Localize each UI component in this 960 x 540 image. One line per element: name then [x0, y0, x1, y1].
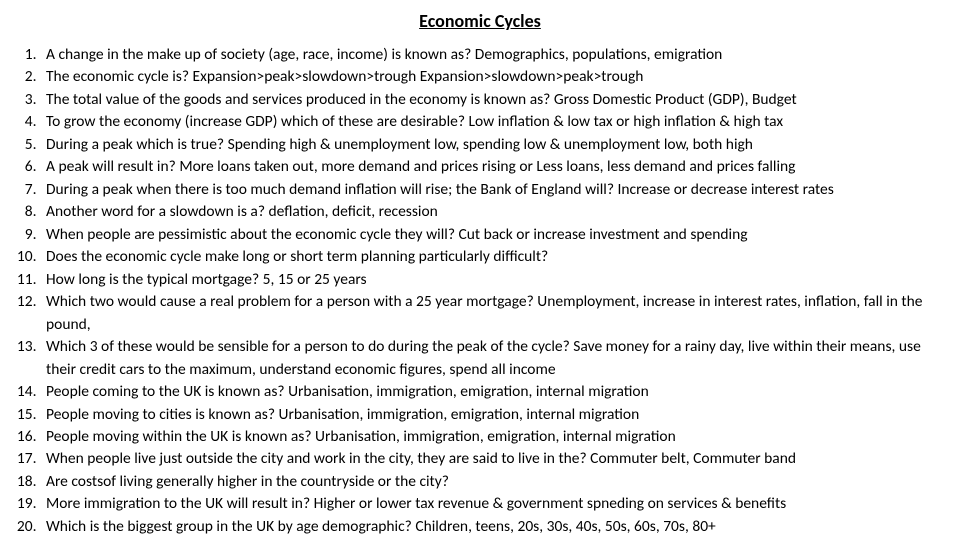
list-item: More immigration to the UK will result i…	[40, 493, 946, 515]
list-item: The economic cycle is? Expansion>peak>sl…	[40, 66, 946, 88]
list-item: During a peak which is true? Spending hi…	[40, 134, 946, 156]
list-item: During a peak when there is too much dem…	[40, 179, 946, 201]
list-item: Does the economic cycle make long or sho…	[40, 246, 946, 268]
list-item: To grow the economy (increase GDP) which…	[40, 111, 946, 133]
list-item: Which is the biggest group in the UK by …	[40, 516, 946, 538]
list-item: The total value of the goods and service…	[40, 89, 946, 111]
list-item: Are costsof living generally higher in t…	[40, 471, 946, 493]
list-item: People moving to cities is known as? Urb…	[40, 404, 946, 426]
list-item: When people are pessimistic about the ec…	[40, 224, 946, 246]
list-item: A change in the make up of society (age,…	[40, 44, 946, 66]
page-title: Economic Cycles	[14, 10, 946, 32]
list-item: Which 3 of these would be sensible for a…	[40, 336, 946, 381]
list-item: People moving within the UK is known as?…	[40, 426, 946, 448]
list-item: Which two would cause a real problem for…	[40, 291, 946, 336]
list-item: How long is the typical mortgage? 5, 15 …	[40, 269, 946, 291]
list-item: People coming to the UK is known as? Urb…	[40, 381, 946, 403]
list-item: A peak will result in? More loans taken …	[40, 156, 946, 178]
list-item: When people live just outside the city a…	[40, 448, 946, 470]
question-list: A change in the make up of society (age,…	[14, 44, 946, 538]
list-item: Another word for a slowdown is a? deflat…	[40, 201, 946, 223]
